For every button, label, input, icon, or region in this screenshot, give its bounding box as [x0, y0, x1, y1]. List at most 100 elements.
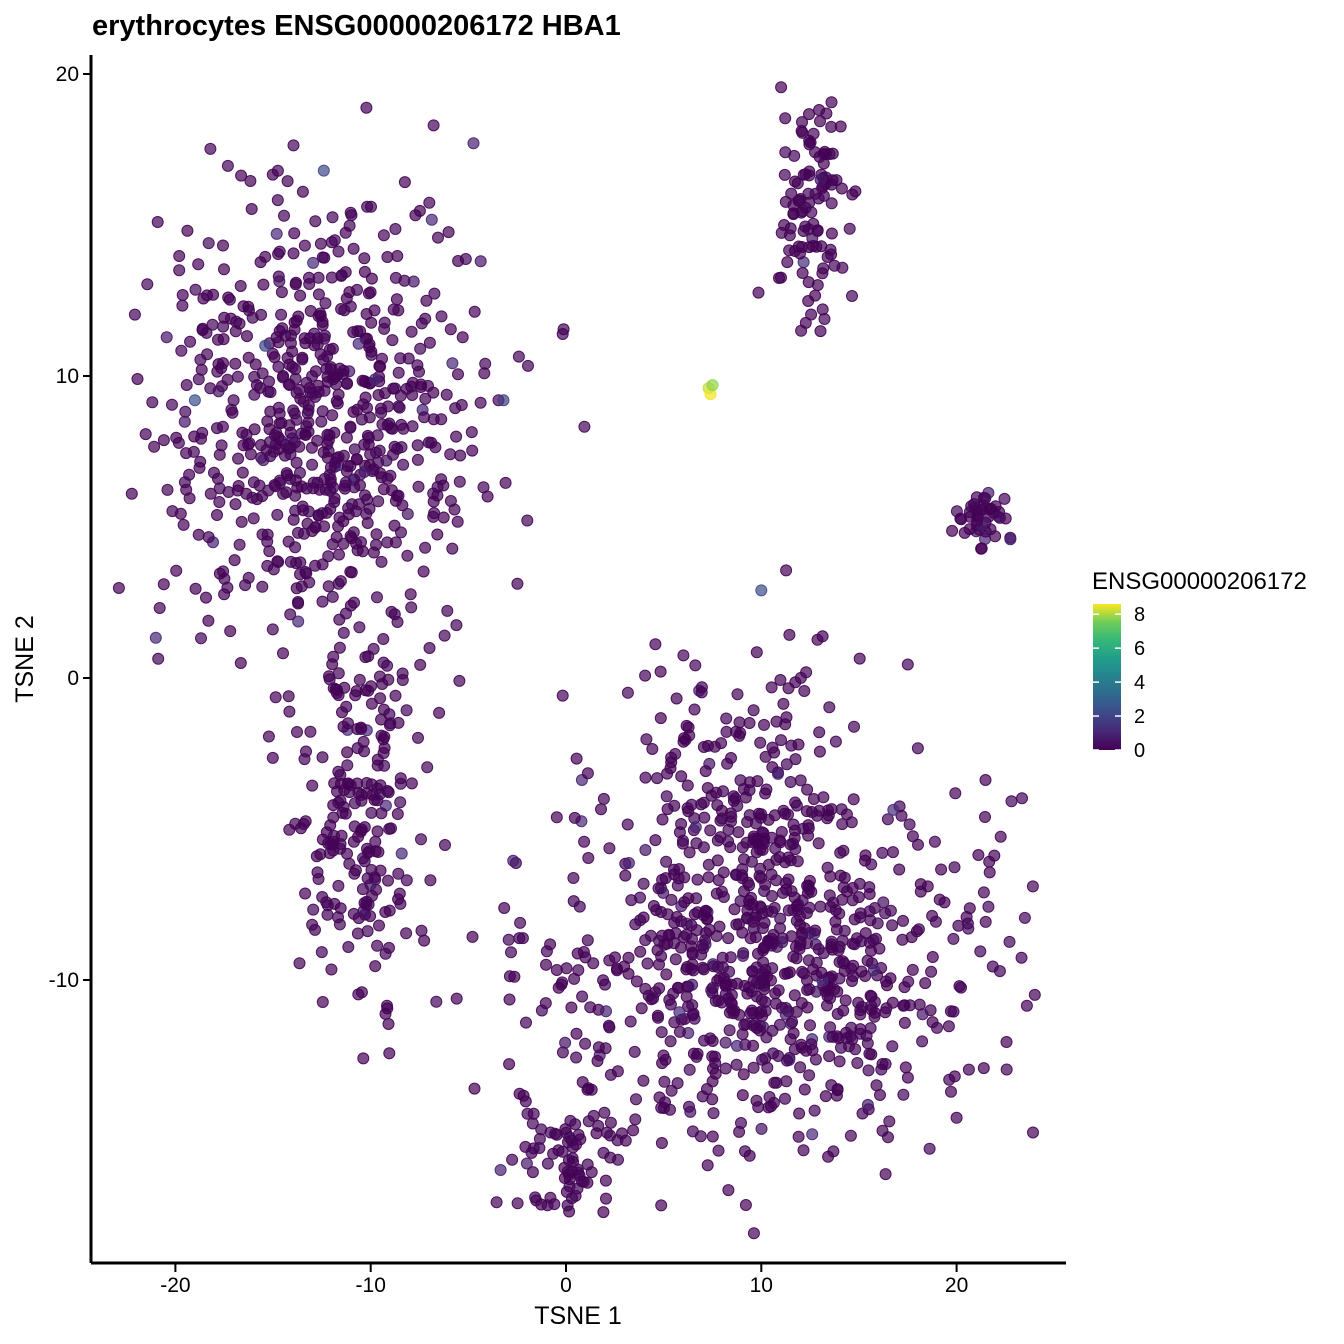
data-point	[571, 1182, 584, 1195]
data-point	[801, 783, 814, 796]
data-point	[765, 681, 778, 694]
data-point	[284, 448, 297, 461]
data-point	[640, 733, 653, 746]
data-point	[202, 237, 215, 250]
data-point	[299, 566, 312, 578]
data-point	[848, 938, 861, 951]
data-point	[412, 731, 424, 744]
data-point	[660, 855, 673, 868]
data-point	[906, 830, 919, 843]
data-point	[651, 772, 664, 785]
data-point	[833, 1055, 846, 1068]
data-point	[591, 1055, 604, 1067]
data-point	[977, 886, 990, 899]
data-point	[780, 711, 793, 724]
data-point	[829, 735, 842, 748]
data-point	[825, 197, 838, 210]
data-point	[779, 112, 792, 125]
data-point	[747, 1039, 760, 1052]
data-point	[284, 608, 297, 621]
data-point	[814, 900, 827, 913]
data-point	[804, 1019, 816, 1032]
data-point	[316, 996, 329, 1008]
data-point	[544, 938, 557, 951]
data-point	[180, 447, 193, 460]
data-point	[327, 481, 340, 494]
data-point	[1005, 795, 1018, 808]
data-point	[622, 857, 635, 869]
data-point	[600, 1005, 612, 1018]
data-point	[752, 286, 765, 299]
data-point	[681, 779, 694, 792]
data-point	[309, 215, 322, 228]
data-point	[275, 286, 288, 299]
data-point	[236, 466, 249, 479]
data-point	[450, 992, 463, 1005]
data-point	[294, 556, 307, 569]
data-point	[381, 419, 394, 432]
data-point	[283, 823, 296, 836]
data-point	[911, 742, 924, 755]
data-point	[803, 874, 816, 887]
data-point	[587, 957, 600, 970]
data-point	[625, 894, 638, 907]
data-point	[299, 428, 312, 441]
data-point	[782, 808, 794, 821]
data-point	[851, 1057, 864, 1069]
data-point	[560, 1126, 573, 1139]
data-point	[1018, 911, 1031, 924]
data-point	[400, 874, 413, 887]
data-point	[217, 239, 229, 252]
data-point	[306, 779, 319, 792]
data-point	[711, 834, 724, 847]
data-point	[354, 479, 366, 492]
data-point	[359, 391, 372, 404]
data-point	[901, 658, 914, 671]
data-point	[466, 930, 479, 943]
data-point	[637, 877, 650, 890]
data-point	[382, 874, 394, 887]
data-point	[699, 765, 712, 778]
data-point	[846, 975, 858, 987]
data-point	[962, 1063, 975, 1076]
data-point	[879, 1168, 892, 1181]
data-point	[655, 950, 668, 963]
data-point	[385, 822, 397, 835]
data-point	[601, 1126, 613, 1139]
data-point	[444, 323, 457, 336]
data-point	[363, 411, 376, 424]
data-point	[512, 350, 525, 363]
data-point	[714, 814, 727, 827]
x-tick-label: 10	[750, 1274, 773, 1297]
data-point	[624, 1015, 637, 1028]
data-point	[139, 428, 152, 441]
data-point	[663, 929, 676, 942]
data-point	[446, 357, 459, 370]
data-point	[261, 535, 274, 548]
legend-tick-label: 2	[1134, 706, 1145, 728]
data-point	[637, 1074, 650, 1087]
data-point	[382, 673, 395, 686]
data-point	[747, 1019, 760, 1032]
data-point	[1003, 935, 1016, 948]
data-point	[351, 927, 364, 940]
data-point	[451, 515, 464, 528]
data-point	[355, 823, 368, 836]
data-point	[780, 1075, 793, 1088]
data-point	[414, 658, 427, 671]
data-point	[303, 576, 316, 589]
data-point	[200, 326, 213, 339]
data-point	[768, 1076, 781, 1089]
data-point	[562, 1154, 575, 1167]
data-point	[741, 876, 754, 889]
data-point	[770, 874, 783, 887]
data-point	[385, 605, 398, 618]
data-point	[345, 209, 358, 222]
data-point	[825, 227, 838, 240]
data-point	[950, 1111, 963, 1124]
data-point	[292, 526, 304, 539]
data-point	[779, 195, 792, 208]
data-points	[112, 81, 1041, 1240]
data-point	[400, 927, 413, 940]
data-point	[401, 508, 414, 520]
